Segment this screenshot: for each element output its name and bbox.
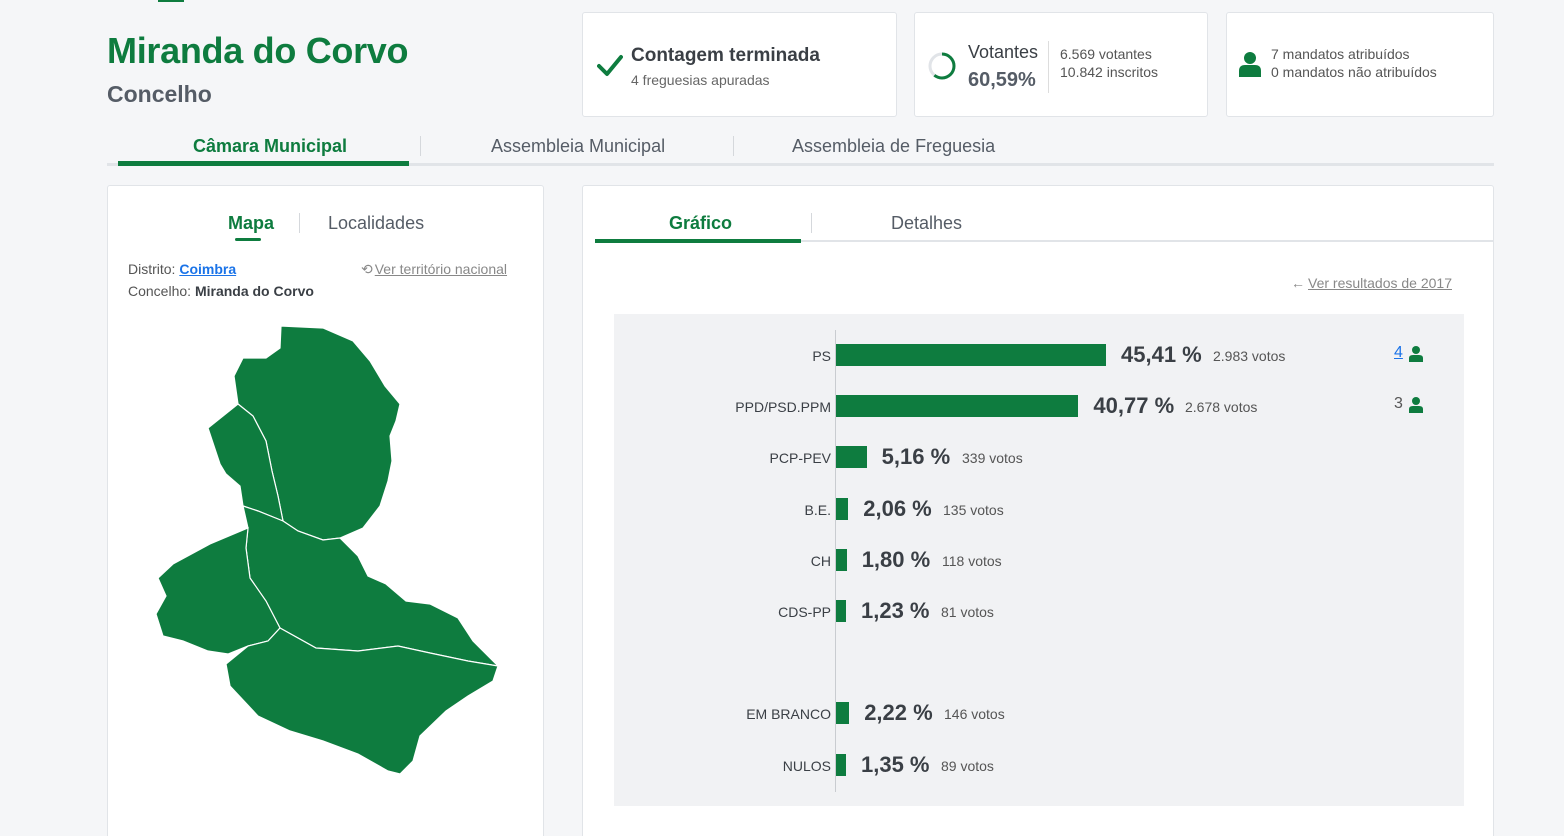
results-chart: PS 45,41 % 2.983 votos 4 PPD/PSD.PPM 40,77 % 2…: [614, 314, 1464, 806]
bar-percent: 1,80 %: [861, 547, 931, 572]
chart-row: B.E. 2,06 % 135 votos: [614, 496, 1464, 522]
undo-icon: ⟲: [361, 261, 373, 277]
chart-row: PS 45,41 % 2.983 votos 4: [614, 342, 1464, 368]
district-label: Distrito:: [128, 261, 176, 277]
active-tab-indicator: [118, 161, 409, 166]
bar: [836, 446, 867, 468]
page-title: Miranda do Corvo: [107, 30, 409, 71]
previous-results-link[interactable]: ← Ver resultados de 2017: [1291, 275, 1452, 291]
tab-localidades[interactable]: Localidades: [328, 213, 425, 233]
bar-label: EM BRANCO: [746, 706, 831, 722]
bar: [836, 702, 850, 724]
previous-results-label: Ver resultados de 2017: [1308, 275, 1452, 291]
tab-separator: [733, 136, 734, 156]
national-link-label: Ver território nacional: [374, 261, 508, 277]
bar-percent: 2,22 %: [864, 700, 933, 725]
municipality-value: Miranda do Corvo: [194, 283, 314, 299]
tab-separator: [420, 136, 421, 156]
bar-label: B.E.: [804, 502, 831, 518]
turnout-percent: 60,59%: [968, 69, 1036, 91]
check-icon: [597, 55, 623, 76]
turnout-ring-icon: [928, 52, 956, 80]
chart-row: PCP-PEV 5,16 % 339 votos: [614, 444, 1464, 470]
bar: [836, 498, 849, 520]
seats-count[interactable]: 4: [1394, 344, 1403, 361]
bar-votes: 135 votos: [943, 502, 1004, 518]
main-tabs: Câmara Municipal Assembleia Municipal As…: [107, 126, 1494, 166]
chart-row: EM BRANCO 2,22 % 146 votos: [614, 700, 1464, 726]
map-panel: Mapa Localidades Distrito: Coimbra Conce…: [107, 185, 544, 836]
bar-label: PCP-PEV: [769, 450, 831, 466]
bar-label: PS: [812, 348, 831, 364]
chart-row: CDS-PP 1,23 % 81 votos: [614, 598, 1464, 624]
bar-label: PPD/PSD.PPM: [735, 399, 831, 415]
chart-row: NULOS 1,35 % 89 votos: [614, 752, 1464, 778]
bar: [836, 549, 847, 571]
bar-votes: 146 votos: [944, 706, 1005, 722]
map-parish-west[interactable]: [155, 527, 281, 655]
bar-votes: 89 votos: [941, 758, 994, 774]
bar-votes: 81 votos: [941, 604, 994, 620]
bar-votes: 118 votos: [942, 553, 1002, 569]
bar-votes: 339 votos: [962, 450, 1023, 466]
bar-percent: 45,41 %: [1121, 342, 1202, 367]
tab-camara-municipal[interactable]: Câmara Municipal: [193, 136, 348, 156]
tab-assembleia-freguesia[interactable]: Assembleia de Freguesia: [792, 136, 996, 156]
page-subtitle: Concelho: [107, 81, 212, 107]
bar-percent: 40,77 %: [1093, 393, 1175, 418]
municipality-label: Concelho:: [128, 283, 192, 299]
municipality-line: Concelho: Miranda do Corvo: [128, 283, 314, 299]
bar: [836, 600, 846, 622]
national-territory-link[interactable]: ⟲ Ver território nacional: [361, 261, 507, 278]
chart-row: CH 1,80 % 118 votos: [614, 547, 1464, 573]
municipality-map: [155, 325, 500, 775]
bar-label: CDS-PP: [778, 604, 831, 620]
bar-label: NULOS: [782, 758, 831, 774]
bar: [836, 395, 1079, 417]
status-subtitle: 4 freguesias apuradas: [631, 72, 770, 88]
tabs-baseline: [595, 240, 1493, 242]
status-card: Contagem terminada 4 freguesias apuradas: [582, 12, 897, 117]
bar-label: CH: [810, 553, 831, 569]
mandates-card: 7 mandatos atribuídos 0 mandatos não atr…: [1226, 12, 1494, 117]
arrow-left-icon: ←: [1291, 275, 1305, 291]
votes-card: Votantes 60,59% 6.569 votantes 10.842 in…: [914, 12, 1208, 117]
active-subtab-indicator: [595, 239, 801, 243]
voters-count: 6.569 votantes: [1060, 46, 1152, 62]
bar-percent: 1,23 %: [861, 598, 930, 623]
tab-separator: [299, 213, 300, 233]
tab-separator: [811, 213, 812, 233]
tab-mapa[interactable]: Mapa: [228, 213, 275, 233]
bar-percent: 2,06 %: [863, 496, 932, 521]
mandates-assigned: 7 mandatos atribuídos: [1271, 46, 1410, 62]
status-title: Contagem terminada: [631, 45, 820, 66]
chart-axis: [835, 330, 836, 792]
tab-grafico[interactable]: Gráfico: [669, 213, 733, 233]
bar-percent: 5,16 %: [881, 444, 951, 469]
seats-count: 3: [1394, 395, 1403, 412]
map-parish-south[interactable]: [225, 627, 499, 775]
bar: [836, 344, 1106, 366]
mandates-unassigned: 0 mandatos não atribuídos: [1271, 64, 1437, 80]
tab-assembleia-municipal[interactable]: Assembleia Municipal: [491, 136, 666, 156]
person-icon: [1239, 52, 1261, 77]
person-icon: [1409, 397, 1423, 413]
active-subtab-indicator: [235, 238, 261, 241]
district-line: Distrito: Coimbra: [128, 261, 236, 277]
bar-percent: 1,35 %: [861, 752, 930, 777]
person-icon: [1409, 346, 1423, 362]
district-link[interactable]: Coimbra: [179, 261, 237, 277]
bar: [836, 754, 846, 776]
bar-votes: 2.983 votos: [1213, 348, 1286, 364]
tab-detalhes[interactable]: Detalhes: [891, 213, 963, 233]
votes-label: Votantes: [968, 42, 1039, 62]
chart-row: PPD/PSD.PPM 40,77 % 2.678 votos 3: [614, 393, 1464, 419]
results-panel: Gráfico Detalhes ← Ver resultados de 2017…: [582, 185, 1494, 836]
divider: [1048, 41, 1049, 93]
bar-votes: 2.678 votos: [1185, 399, 1258, 415]
top-accent-bar: [158, 0, 184, 2]
registered-count: 10.842 inscritos: [1060, 64, 1159, 80]
